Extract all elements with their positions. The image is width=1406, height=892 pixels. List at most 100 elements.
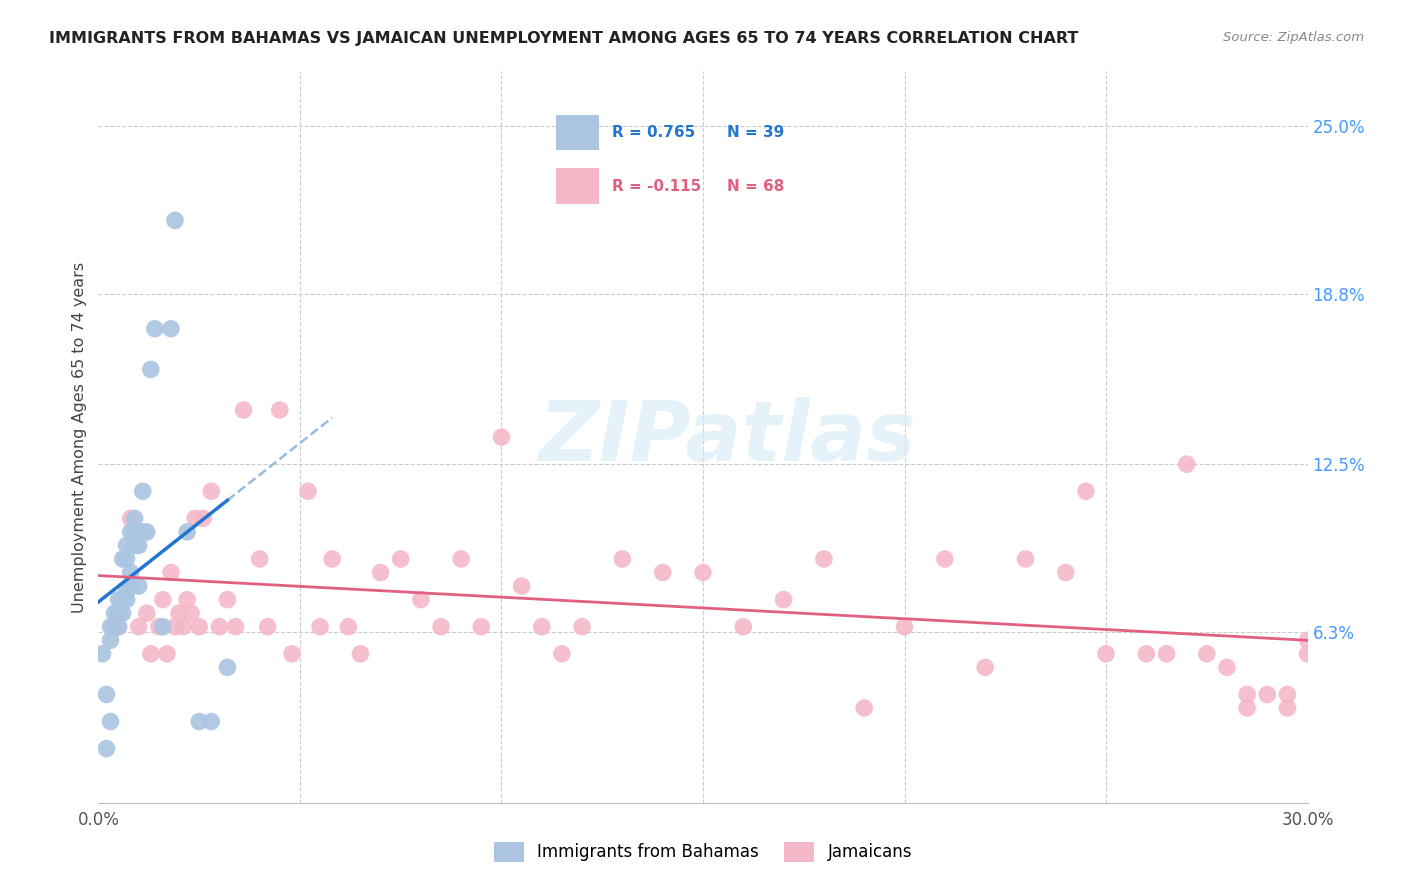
Point xyxy=(200,484,222,499)
Legend: Immigrants from Bahamas, Jamaicans: Immigrants from Bahamas, Jamaicans xyxy=(488,835,918,869)
Point xyxy=(733,620,755,634)
Point xyxy=(176,524,198,539)
Point xyxy=(148,620,170,634)
Point xyxy=(1277,688,1299,702)
Point xyxy=(103,620,125,634)
Point xyxy=(934,552,956,566)
Point xyxy=(115,584,138,599)
Point xyxy=(128,620,150,634)
Point xyxy=(107,620,129,634)
Point xyxy=(450,552,472,566)
Point xyxy=(1277,701,1299,715)
Point xyxy=(256,620,278,634)
Point xyxy=(510,579,533,593)
Point xyxy=(128,538,150,552)
Point xyxy=(813,552,835,566)
Point xyxy=(297,484,319,499)
Point xyxy=(974,660,997,674)
Point xyxy=(120,511,142,525)
Text: ZIPatlas: ZIPatlas xyxy=(538,397,917,477)
Point xyxy=(135,606,157,620)
Point xyxy=(128,579,150,593)
Point xyxy=(571,620,593,634)
Point xyxy=(409,592,432,607)
Point xyxy=(224,620,246,634)
Point xyxy=(156,647,179,661)
Point xyxy=(160,322,183,336)
Text: Source: ZipAtlas.com: Source: ZipAtlas.com xyxy=(1223,31,1364,45)
Point xyxy=(124,538,146,552)
Point xyxy=(470,620,492,634)
Point xyxy=(893,620,915,634)
Text: IMMIGRANTS FROM BAHAMAS VS JAMAICAN UNEMPLOYMENT AMONG AGES 65 TO 74 YEARS CORRE: IMMIGRANTS FROM BAHAMAS VS JAMAICAN UNEM… xyxy=(49,31,1078,46)
Point xyxy=(1135,647,1157,661)
Point xyxy=(232,403,254,417)
Point xyxy=(349,647,371,661)
Point xyxy=(111,606,134,620)
Point xyxy=(107,606,129,620)
Point xyxy=(120,566,142,580)
Point xyxy=(321,552,343,566)
Point xyxy=(103,606,125,620)
Point xyxy=(1014,552,1036,566)
Point xyxy=(139,362,162,376)
Point xyxy=(172,620,194,634)
Point xyxy=(1156,647,1178,661)
Point xyxy=(163,620,186,634)
Point xyxy=(188,714,211,729)
Point xyxy=(193,511,215,525)
Point xyxy=(176,592,198,607)
Point xyxy=(91,647,114,661)
Point xyxy=(111,552,134,566)
Point xyxy=(370,566,392,580)
Point xyxy=(1236,701,1258,715)
Point xyxy=(692,566,714,580)
Point xyxy=(1074,484,1097,499)
Point xyxy=(96,688,118,702)
Point xyxy=(530,620,553,634)
Point xyxy=(309,620,332,634)
Point xyxy=(167,606,190,620)
Point xyxy=(1054,566,1077,580)
Point xyxy=(184,511,207,525)
Point xyxy=(124,511,146,525)
Point xyxy=(1296,647,1319,661)
Point xyxy=(208,620,231,634)
Point xyxy=(772,592,794,607)
Point xyxy=(100,714,122,729)
Point xyxy=(152,620,174,634)
Point xyxy=(135,524,157,539)
Point xyxy=(143,322,166,336)
Point xyxy=(551,647,574,661)
Point xyxy=(120,579,142,593)
Point xyxy=(96,741,118,756)
Point xyxy=(1216,660,1239,674)
Point xyxy=(337,620,360,634)
Point xyxy=(152,592,174,607)
Point xyxy=(1256,688,1278,702)
Point xyxy=(389,552,412,566)
Point xyxy=(249,552,271,566)
Point xyxy=(124,524,146,539)
Point xyxy=(115,592,138,607)
Point xyxy=(139,647,162,661)
Point xyxy=(132,484,155,499)
Point xyxy=(128,524,150,539)
Point xyxy=(651,566,673,580)
Point xyxy=(132,524,155,539)
Point xyxy=(107,620,129,634)
Point xyxy=(160,566,183,580)
Point xyxy=(120,524,142,539)
Point xyxy=(107,592,129,607)
Point xyxy=(188,620,211,634)
Y-axis label: Unemployment Among Ages 65 to 74 years: Unemployment Among Ages 65 to 74 years xyxy=(72,261,87,613)
Point xyxy=(115,538,138,552)
Point xyxy=(430,620,453,634)
Point xyxy=(217,592,239,607)
Point xyxy=(180,606,202,620)
Point xyxy=(1236,688,1258,702)
Point xyxy=(100,633,122,648)
Point xyxy=(115,552,138,566)
Point xyxy=(1175,457,1198,471)
Point xyxy=(1095,647,1118,661)
